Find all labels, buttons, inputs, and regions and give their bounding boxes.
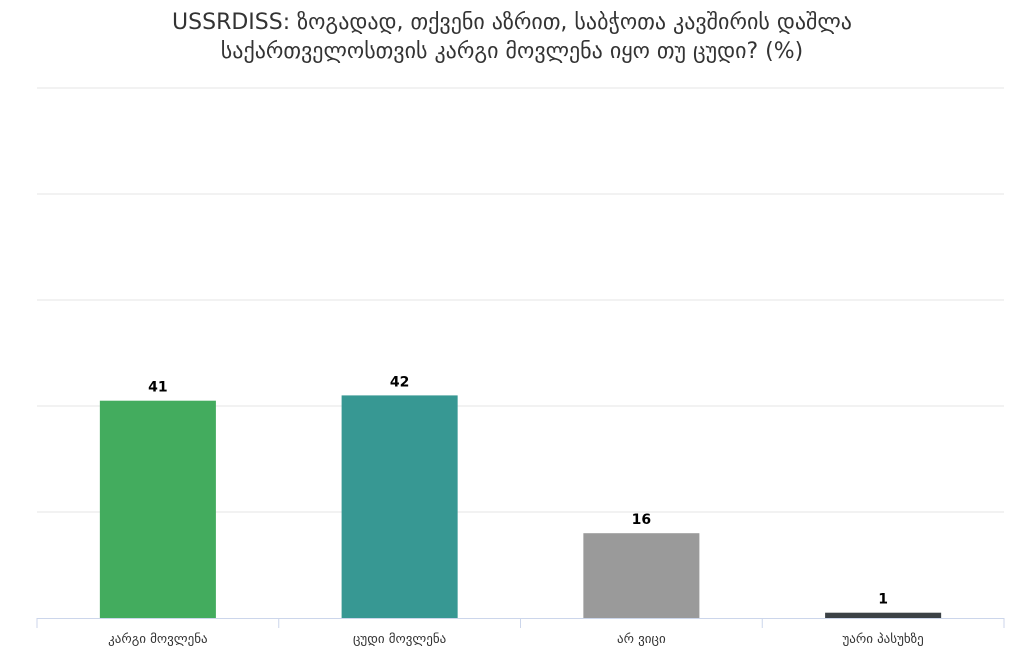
x-axis: კარგი მოვლენა ცუდი მოვლენა არ ვიცი უარი პას… — [36, 618, 1005, 647]
bars: 41 42 16 1 — [99, 374, 942, 618]
bar-value-label: 1 — [878, 592, 888, 608]
x-tick-label: უარი პასუხზე — [842, 632, 923, 647]
bar — [825, 612, 942, 618]
chart-title: USSRDISS: ზოგადად, თქვენი აზრით, საბჭოთა… — [0, 8, 1024, 66]
bar — [583, 533, 700, 618]
chart-title-line-2: საქართველოსთვის კარგი მოვლენა იყო თუ ცუდ… — [220, 39, 804, 64]
x-tick-label: კარგი მოვლენა — [108, 632, 208, 647]
bar-value-label: 41 — [148, 380, 167, 396]
x-tick-label: არ ვიცი — [617, 632, 666, 647]
bar-value-label: 16 — [632, 512, 651, 528]
x-tick-label: ცუდი მოვლენა — [353, 632, 446, 647]
chart-title-line-1: USSRDISS: ზოგადად, თქვენი აზრით, საბჭოთა… — [172, 10, 852, 35]
bar-value-label: 42 — [390, 374, 409, 390]
bar — [99, 400, 216, 618]
bar — [341, 395, 458, 618]
